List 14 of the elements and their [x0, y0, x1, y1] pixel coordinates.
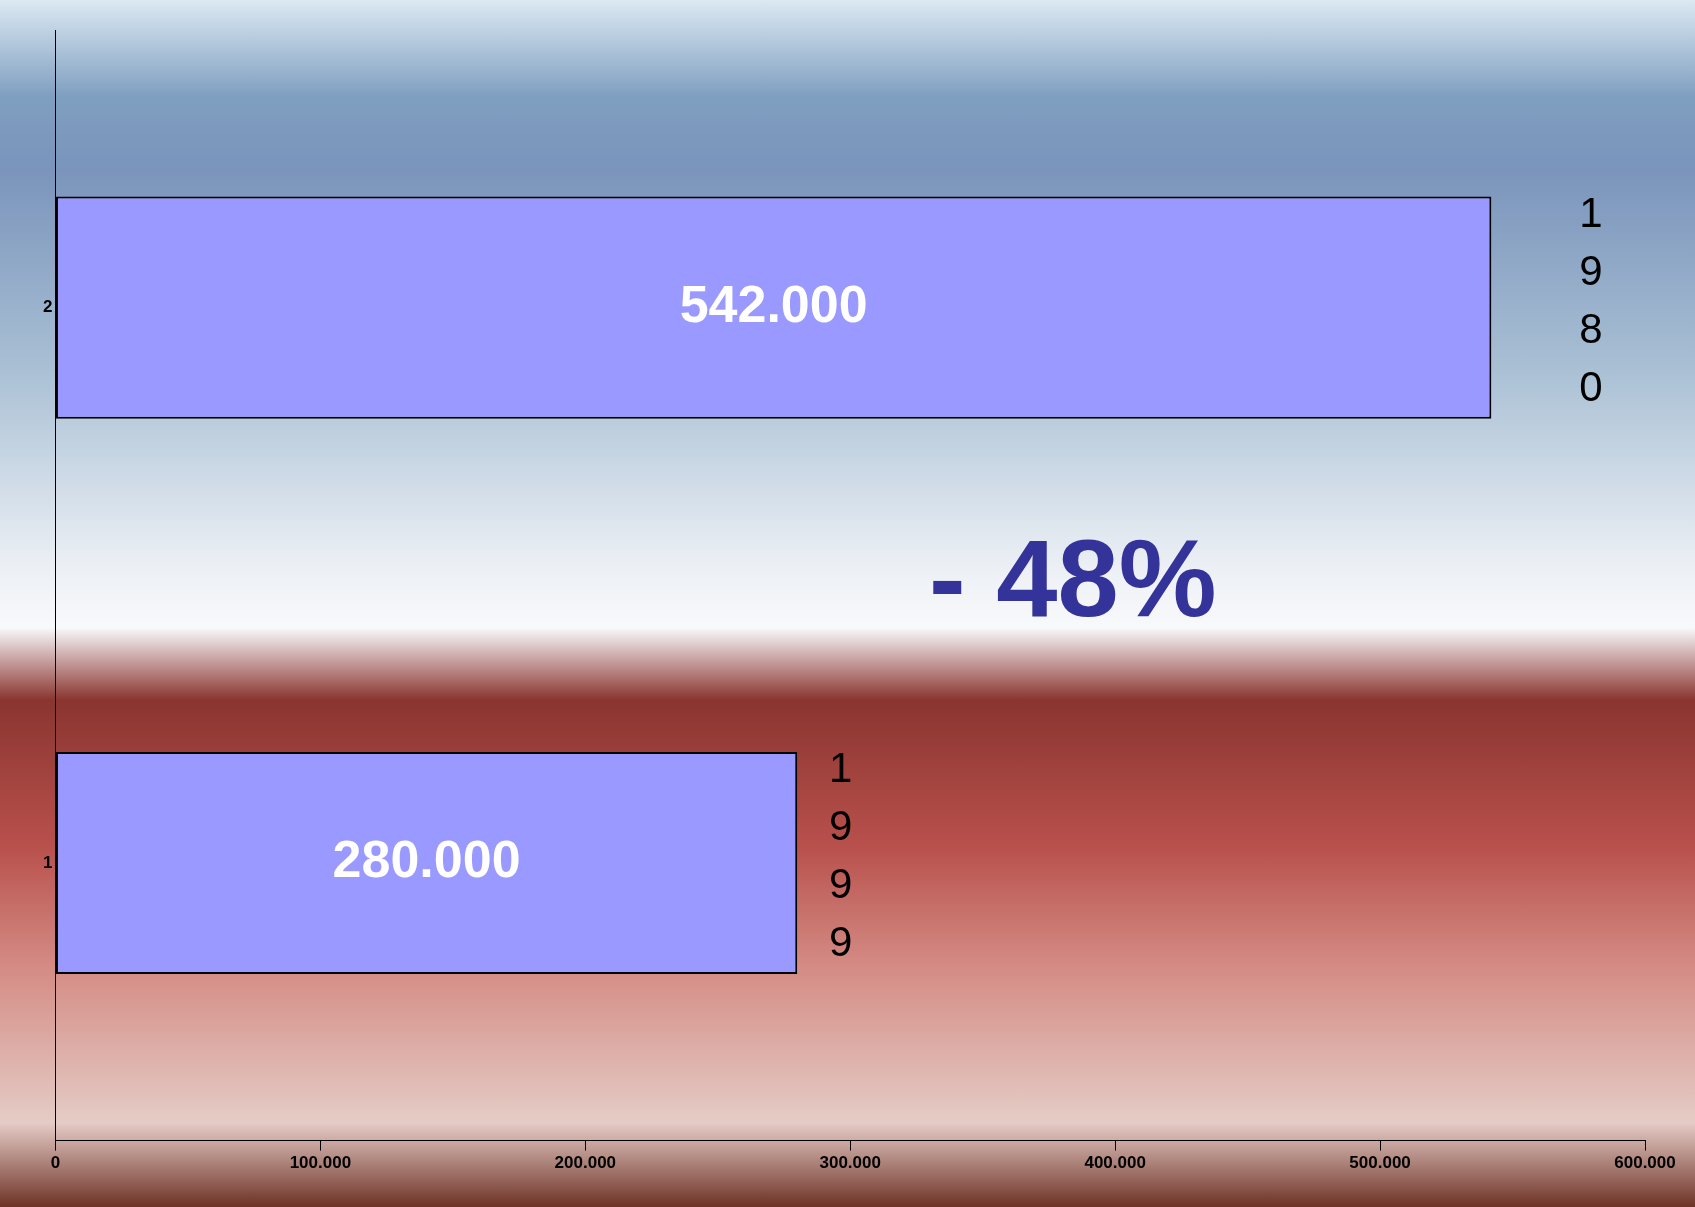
y-tick-label: 2	[42, 297, 53, 317]
x-tick-label: 400.000	[1084, 1153, 1146, 1173]
x-tick-label: 500.000	[1349, 1153, 1411, 1173]
annotation: 1980	[1579, 188, 1603, 410]
x-tick-label: 300.000	[819, 1153, 881, 1173]
x-tick-label: 0	[50, 1153, 61, 1173]
x-tick-label: 200.000	[554, 1153, 617, 1173]
data-label: 280.000	[332, 830, 521, 889]
y-tick-label: 1	[42, 852, 53, 872]
annotation: - 48%	[929, 515, 1217, 639]
x-tick-label: 600.000	[1614, 1153, 1676, 1173]
x-tick-label: 100.000	[289, 1153, 352, 1173]
data-label: 542.000	[679, 274, 868, 333]
annotation: 1999	[829, 743, 853, 965]
